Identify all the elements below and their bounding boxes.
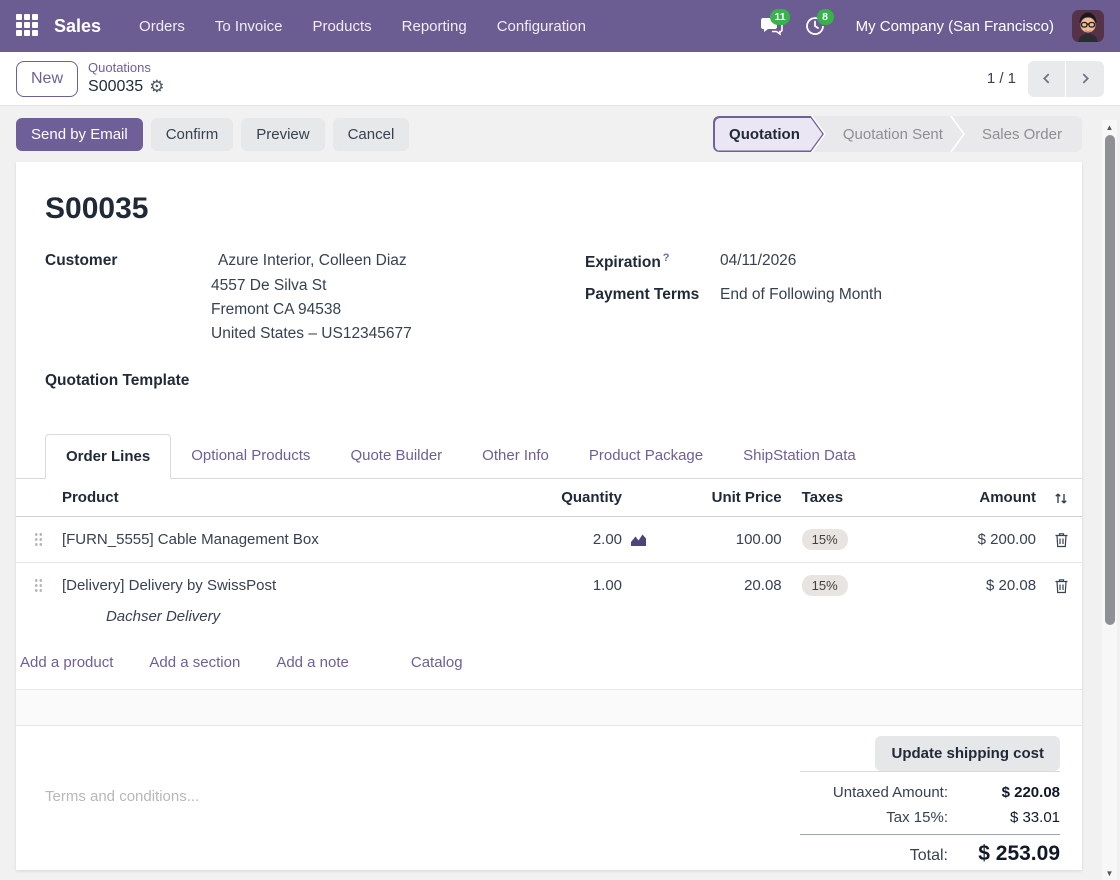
new-button[interactable]: New	[16, 61, 78, 97]
tab-shipstation-data[interactable]: ShipStation Data	[723, 434, 876, 479]
amount-cell: $ 200.00	[905, 517, 1040, 563]
pager-count: 1 / 1	[987, 70, 1016, 87]
add-note-link[interactable]: Add a note	[276, 654, 349, 671]
status-pipeline: Quotation Quotation Sent Sales Order	[713, 116, 1082, 152]
line-note[interactable]: Dachser Delivery	[58, 608, 1082, 639]
status-step-quotation-sent[interactable]: Quotation Sent	[813, 116, 963, 152]
tax-badge[interactable]: 15%	[802, 529, 848, 550]
quantity-cell[interactable]: 1.00	[516, 563, 626, 609]
order-line-row[interactable]: [FURN_5555] Cable Management Box 2.00 10…	[16, 517, 1082, 563]
preview-button[interactable]: Preview	[241, 118, 324, 151]
status-step-sales-order[interactable]: Sales Order	[952, 116, 1082, 152]
update-shipping-cost-button[interactable]: Update shipping cost	[875, 736, 1060, 771]
pager-previous-button[interactable]	[1028, 61, 1066, 97]
status-step-quotation[interactable]: Quotation	[713, 116, 824, 152]
drag-handle-icon[interactable]	[34, 578, 43, 593]
tab-order-lines[interactable]: Order Lines	[45, 434, 171, 479]
top-navbar: Sales Orders To Invoice Products Reporti…	[0, 0, 1120, 52]
company-switcher[interactable]: My Company (San Francisco)	[856, 18, 1054, 35]
optional-columns-icon[interactable]	[1053, 491, 1069, 506]
forecast-chart-icon[interactable]	[630, 533, 647, 547]
product-cell[interactable]: [Delivery] Delivery by SwissPost	[58, 563, 516, 609]
pager-next-button[interactable]	[1066, 61, 1104, 97]
total-label: Total:	[910, 847, 948, 865]
tax-badge[interactable]: 15%	[802, 575, 848, 596]
totals-block: Untaxed Amount: $ 220.08 Tax 15%: $ 33.0…	[800, 771, 1060, 870]
breadcrumb: Quotations S00035 ⚙	[88, 60, 164, 96]
tab-quote-builder[interactable]: Quote Builder	[330, 434, 462, 479]
section-divider-band	[16, 690, 1082, 726]
tax-label: Tax 15%:	[886, 809, 948, 826]
vertical-scrollbar[interactable]: ▲ ▼	[1102, 120, 1117, 880]
scrollbar-down-arrow[interactable]: ▼	[1102, 866, 1117, 880]
untaxed-amount-label: Untaxed Amount:	[833, 784, 948, 801]
activities-icon[interactable]: 8	[798, 11, 832, 41]
control-panel: New Quotations S00035 ⚙ 1 / 1	[0, 52, 1120, 106]
customer-name-field[interactable]: Azure Interior, Colleen Diaz	[211, 252, 412, 270]
column-header-quantity[interactable]: Quantity	[516, 479, 626, 517]
nav-item-products[interactable]: Products	[300, 18, 383, 35]
total-value: $ 253.09	[948, 842, 1060, 866]
unit-price-cell[interactable]: 20.08	[656, 563, 786, 609]
help-icon: ?	[663, 252, 670, 264]
breadcrumb-parent[interactable]: Quotations	[88, 60, 164, 76]
app-name[interactable]: Sales	[54, 16, 101, 37]
expiration-label: Expiration?	[585, 252, 720, 272]
payment-terms-label: Payment Terms	[585, 286, 720, 304]
cancel-button[interactable]: Cancel	[333, 118, 410, 151]
customer-address-city: Fremont CA 94538	[211, 298, 412, 322]
confirm-button[interactable]: Confirm	[151, 118, 234, 151]
scrollbar-thumb[interactable]	[1105, 135, 1115, 625]
tab-other-info[interactable]: Other Info	[462, 434, 569, 479]
delete-line-icon[interactable]	[1054, 578, 1069, 594]
untaxed-amount-value: $ 220.08	[948, 784, 1060, 801]
document-title: S00035	[45, 192, 1060, 226]
customer-label: Customer	[45, 252, 211, 346]
amount-cell: $ 20.08	[905, 563, 1040, 609]
gear-icon[interactable]: ⚙	[149, 78, 164, 95]
statusbar: Send by Email Confirm Preview Cancel Quo…	[16, 116, 1082, 152]
table-footer-links: Add a product Add a section Add a note C…	[16, 639, 1082, 690]
drag-handle-icon[interactable]	[34, 532, 43, 547]
messages-icon[interactable]: 11	[754, 11, 788, 41]
column-header-taxes[interactable]: Taxes	[786, 479, 906, 517]
nav-item-configuration[interactable]: Configuration	[485, 18, 598, 35]
product-cell[interactable]: [FURN_5555] Cable Management Box	[58, 517, 516, 563]
unit-price-cell[interactable]: 100.00	[656, 517, 786, 563]
expiration-date-field[interactable]: 04/11/2026	[720, 252, 796, 272]
delete-line-icon[interactable]	[1054, 532, 1069, 548]
tab-optional-products[interactable]: Optional Products	[171, 434, 330, 479]
tab-product-package[interactable]: Product Package	[569, 434, 723, 479]
payment-terms-field[interactable]: End of Following Month	[720, 286, 882, 304]
tax-value: $ 33.01	[948, 809, 1060, 826]
activities-count-badge: 8	[817, 9, 834, 25]
quantity-cell[interactable]: 2.00	[516, 517, 626, 563]
order-line-row[interactable]: [Delivery] Delivery by SwissPost 1.00 20…	[16, 563, 1082, 609]
customer-address-street: 4557 De Silva St	[211, 274, 412, 298]
nav-item-to-invoice[interactable]: To Invoice	[203, 18, 295, 35]
send-by-email-button[interactable]: Send by Email	[16, 118, 143, 151]
form-sheet: S00035 Customer Azure Interior, Colleen …	[16, 162, 1082, 870]
nav-item-orders[interactable]: Orders	[127, 18, 197, 35]
quotation-template-label: Quotation Template	[45, 372, 211, 390]
customer-address-country: United States – US12345677	[211, 322, 412, 346]
notebook-tabs: Order Lines Optional Products Quote Buil…	[16, 434, 1082, 479]
add-product-link[interactable]: Add a product	[20, 654, 113, 671]
messages-count-badge: 11	[770, 9, 789, 25]
column-header-unit-price[interactable]: Unit Price	[656, 479, 786, 517]
column-header-amount[interactable]: Amount	[905, 479, 1040, 517]
scrollbar-up-arrow[interactable]: ▲	[1102, 120, 1117, 134]
breadcrumb-current: S00035	[88, 77, 143, 97]
terms-and-conditions-input[interactable]: Terms and conditions...	[45, 788, 199, 870]
line-note-row[interactable]: Dachser Delivery	[16, 608, 1082, 639]
user-avatar[interactable]	[1072, 10, 1104, 42]
column-header-product[interactable]: Product	[58, 479, 516, 517]
add-section-link[interactable]: Add a section	[149, 654, 240, 671]
order-lines-table: Product Quantity Unit Price Taxes Amount…	[16, 479, 1082, 639]
nav-item-reporting[interactable]: Reporting	[390, 18, 479, 35]
catalog-link[interactable]: Catalog	[411, 654, 463, 671]
apps-menu-icon[interactable]	[16, 14, 40, 38]
